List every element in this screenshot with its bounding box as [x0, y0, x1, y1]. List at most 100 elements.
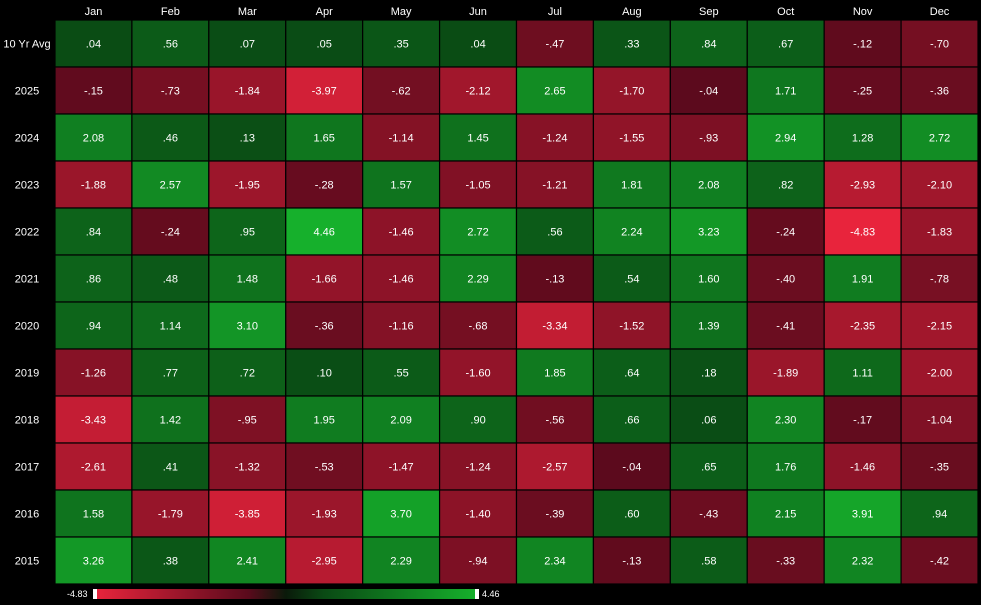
heatmap-cell — [54, 113, 133, 162]
cell-value-label: .04 — [86, 39, 101, 51]
cell-value-label: -.56 — [545, 415, 564, 427]
heatmap-cell — [54, 207, 133, 256]
cell-value-label: 2.41 — [237, 556, 258, 568]
cell-value-label: -4.83 — [850, 227, 875, 239]
cell-value-label: 3.91 — [852, 509, 873, 521]
cell-value-label: -3.85 — [235, 509, 260, 521]
heatmap-cell — [285, 113, 364, 162]
cell-value-label: -3.34 — [542, 321, 567, 333]
cell-value-label: .90 — [470, 415, 485, 427]
heatmap-cell — [592, 536, 671, 585]
row-labels: 10 Yr Avg 2025 2024 2023 2022 2021 2020 2019 201… — [3, 39, 50, 568]
cell-value-label: 2.57 — [160, 180, 181, 192]
column-header-aug: Aug — [622, 6, 642, 18]
heatmap-cell — [131, 113, 210, 162]
heatmap-cell — [746, 536, 825, 585]
cell-value-label: .48 — [163, 274, 178, 286]
heatmap-cell — [746, 19, 825, 68]
scale-min-label: -4.83 — [67, 589, 88, 599]
cell-value-label: -1.93 — [312, 509, 337, 521]
heatmap-cell — [208, 301, 287, 350]
cell-value-label: .94 — [932, 509, 947, 521]
cell-value-label: 1.45 — [467, 133, 488, 145]
heatmap-cell — [746, 442, 825, 491]
cell-value-label: -.36 — [930, 86, 949, 98]
cell-value-label: 3.10 — [237, 321, 258, 333]
cell-value-label: -1.16 — [389, 321, 414, 333]
column-header-jul: Jul — [548, 6, 562, 18]
heatmap-cell — [669, 395, 748, 444]
cell-value-label: -3.97 — [312, 86, 337, 98]
cell-value-label: -.36 — [315, 321, 334, 333]
cell-value-label: .46 — [163, 133, 178, 145]
heatmap-cell — [208, 66, 287, 115]
color-scale-legend: -4.83 4.46 — [67, 589, 500, 599]
heatmap-cell — [285, 489, 364, 538]
heatmap-cell — [669, 489, 748, 538]
heatmap-cell — [362, 395, 441, 444]
heatmap-cell — [362, 536, 441, 585]
cell-value-label: -.41 — [776, 321, 795, 333]
heatmap-cell — [592, 113, 671, 162]
cell-value-label: -2.93 — [850, 180, 875, 192]
cell-value-label: -1.32 — [235, 462, 260, 474]
heatmap-cell — [285, 207, 364, 256]
heatmap-cell — [592, 395, 671, 444]
cell-value-label: -1.04 — [927, 415, 952, 427]
cell-value-label: .66 — [624, 415, 639, 427]
cell-value-label: 2.30 — [775, 415, 796, 427]
heatmap-cell — [285, 536, 364, 585]
cell-value-label: -.24 — [776, 227, 795, 239]
heatmap-cell — [208, 536, 287, 585]
cell-value-label: -.95 — [238, 415, 257, 427]
heatmap-cell — [131, 395, 210, 444]
heatmap-cells: .04 .56 .07 .05 .35 .04 -.47 .33 .84 .67 -.12 -.70 -… — [54, 19, 979, 585]
cell-value-label: .58 — [701, 556, 716, 568]
column-header-apr: Apr — [316, 6, 333, 18]
cell-value-label: -2.15 — [927, 321, 952, 333]
cell-value-label: .33 — [624, 39, 639, 51]
cell-value-label: -1.05 — [466, 180, 491, 192]
heatmap-cell — [669, 19, 748, 68]
cell-value-label: -1.46 — [850, 462, 875, 474]
heatmap-cell — [592, 160, 671, 209]
heatmap-cell — [592, 301, 671, 350]
column-header-feb: Feb — [161, 6, 180, 18]
column-header-sep: Sep — [699, 6, 719, 18]
cell-value-label: 1.85 — [544, 368, 565, 380]
cell-value-label: 3.26 — [83, 556, 104, 568]
cell-value-label: -1.46 — [389, 274, 414, 286]
heatmap-cell — [362, 19, 441, 68]
column-header-jan: Jan — [85, 6, 103, 18]
cell-value-label: 2.72 — [929, 133, 950, 145]
heatmap-cell — [362, 489, 441, 538]
cell-value-label: .55 — [393, 368, 408, 380]
cell-value-label: 1.58 — [83, 509, 104, 521]
cell-value-label: -1.89 — [773, 368, 798, 380]
cell-value-label: .64 — [624, 368, 639, 380]
cell-value-label: -.39 — [545, 509, 564, 521]
row-label: 2025 — [15, 86, 39, 98]
heatmap-cell — [592, 66, 671, 115]
cell-value-label: -2.35 — [850, 321, 875, 333]
cell-value-label: .56 — [547, 227, 562, 239]
heatmap-cell — [746, 395, 825, 444]
cell-value-label: -.43 — [699, 509, 718, 521]
heatmap-cell — [54, 348, 133, 397]
cell-value-label: 2.08 — [83, 133, 104, 145]
cell-value-label: -1.70 — [619, 86, 644, 98]
heatmap-cell — [823, 113, 902, 162]
cell-value-label: -1.95 — [235, 180, 260, 192]
heatmap-cell — [746, 207, 825, 256]
cell-value-label: 1.71 — [775, 86, 796, 98]
cell-value-label: -1.40 — [466, 509, 491, 521]
cell-value-label: -.12 — [853, 39, 872, 51]
heatmap-cell — [900, 348, 979, 397]
cell-value-label: .67 — [778, 39, 793, 51]
cell-value-label: 1.60 — [698, 274, 719, 286]
cell-value-label: -1.60 — [466, 368, 491, 380]
cell-value-label: .56 — [163, 39, 178, 51]
cell-value-label: 2.24 — [621, 227, 642, 239]
heatmap-cell — [823, 395, 902, 444]
cell-value-label: .95 — [240, 227, 255, 239]
